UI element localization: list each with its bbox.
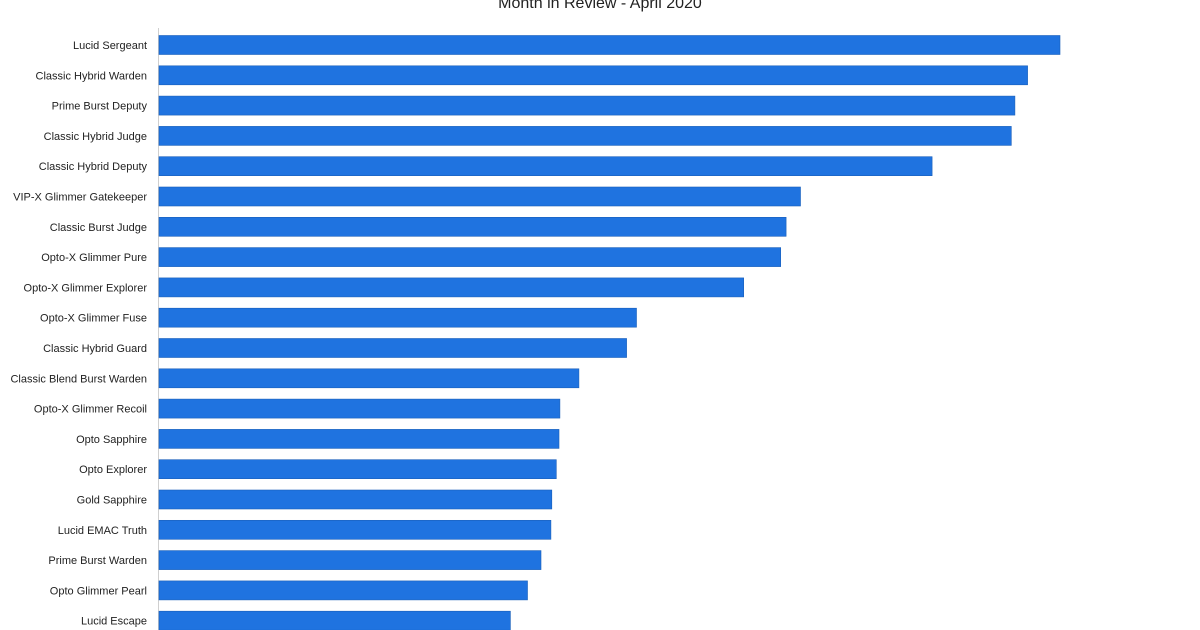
bar (158, 398, 561, 419)
category-label: Classic Blend Burst Warden (10, 373, 147, 385)
bar (158, 580, 528, 601)
category-label: Opto-X Glimmer Explorer (24, 282, 148, 294)
bar (158, 489, 553, 510)
category-label: Classic Hybrid Warden (36, 70, 147, 82)
category-label: Opto Explorer (79, 464, 147, 476)
bar (158, 307, 637, 328)
bar (158, 519, 552, 540)
category-label: Opto Sapphire (76, 434, 147, 446)
category-label: Prime Burst Warden (48, 555, 147, 567)
bar (158, 459, 557, 480)
category-label: Opto-X Glimmer Pure (41, 252, 147, 264)
bar (158, 217, 787, 237)
category-label: VIP-X Glimmer Gatekeeper (13, 192, 147, 204)
category-label: Opto Glimmer Pearl (50, 585, 147, 597)
bar (158, 95, 1016, 116)
bar (158, 277, 745, 298)
category-label: Lucid Escape (81, 616, 147, 628)
bar (158, 35, 1061, 55)
bar (158, 368, 580, 389)
category-label: Lucid EMAC Truth (58, 525, 147, 537)
category-label: Opto-X Glimmer Fuse (40, 313, 147, 325)
category-label: Classic Burst Judge (50, 222, 147, 234)
category-label: Prime Burst Deputy (52, 101, 148, 113)
category-label: Opto-X Glimmer Recoil (34, 404, 147, 416)
category-label: Classic Hybrid Judge (44, 131, 147, 143)
category-label: Gold Sapphire (77, 495, 147, 507)
category-label: Classic Hybrid Deputy (39, 161, 148, 173)
bar (158, 247, 782, 267)
bar (158, 338, 627, 358)
bar (158, 610, 511, 630)
bar (158, 156, 933, 176)
bar (158, 429, 560, 449)
bars-layer (158, 35, 1061, 630)
chart-title: Month in Review - April 2020 (498, 0, 702, 12)
category-label: Lucid Sergeant (73, 40, 147, 52)
category-labels: Lucid Sergeant Classic Hybrid Warden Prime… (10, 40, 147, 628)
category-label: Classic Hybrid Guard (43, 343, 147, 355)
bar (158, 126, 1012, 146)
bar (158, 65, 1028, 86)
bar (158, 550, 542, 570)
bar (158, 186, 801, 207)
